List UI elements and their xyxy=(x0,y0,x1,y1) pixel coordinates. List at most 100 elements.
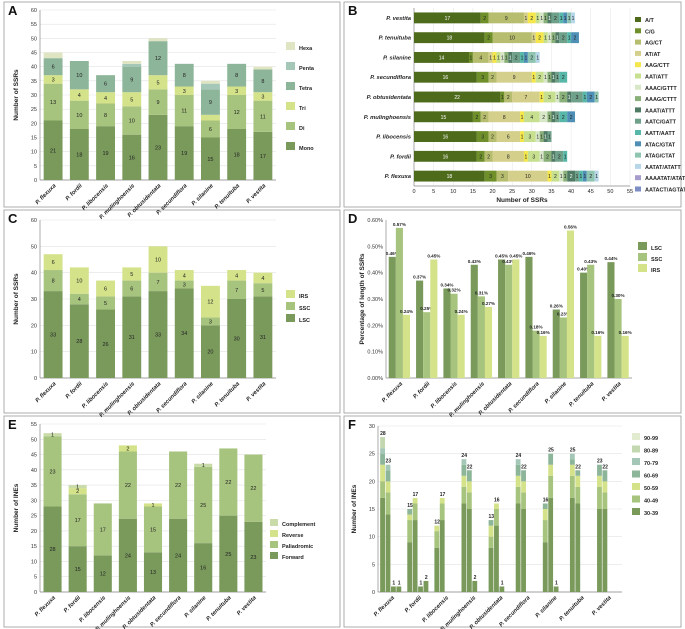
legend-label-A: Tetra xyxy=(299,86,313,92)
bar-segment-A xyxy=(96,103,115,127)
data-label-C: 31 xyxy=(260,335,266,341)
data-label-B: 1 xyxy=(532,75,535,81)
legend-swatch-B xyxy=(635,118,641,124)
bar-segment-F xyxy=(466,509,472,592)
bar-D xyxy=(621,335,629,378)
y-tick-label-D: 0.50% xyxy=(367,244,383,250)
bar-segment-C xyxy=(96,280,115,297)
bar-segment-A xyxy=(174,126,194,180)
bar-D xyxy=(539,335,547,378)
bar-segment-F xyxy=(602,481,608,493)
legend-label-F: 40-49 xyxy=(644,499,658,505)
data-label-B: 2 xyxy=(487,36,490,42)
bar-segment-B xyxy=(476,150,485,162)
data-label-F: 1 xyxy=(398,580,401,586)
bar-segment-E xyxy=(68,485,87,489)
bar-D xyxy=(423,312,431,378)
bar-segment-F xyxy=(515,503,521,592)
bar-segment-F xyxy=(597,486,602,509)
bar-segment-F xyxy=(597,464,602,476)
legend-label-C: LSC xyxy=(299,318,310,324)
bar-segment-F xyxy=(461,464,467,476)
bar-segment-B xyxy=(414,150,477,162)
bar-segment-A xyxy=(43,120,63,180)
bar-segment-E xyxy=(194,466,213,544)
bar-segment-B xyxy=(527,52,536,63)
data-label-C: 8 xyxy=(52,279,55,285)
legend-label-D: SSC xyxy=(651,257,662,263)
data-label-B: 1 xyxy=(564,154,567,160)
bar-D xyxy=(450,293,458,378)
legend-swatch-C xyxy=(286,314,295,322)
legend-label-A: Di xyxy=(299,126,305,132)
data-label-B: 2 xyxy=(589,95,592,101)
data-label-B: 1 xyxy=(525,154,528,160)
y-tick-label-C: 20 xyxy=(31,323,37,329)
y-tick-label-E: 50 xyxy=(31,437,37,443)
data-label-A: 16 xyxy=(129,155,135,161)
data-label-B: 2 xyxy=(538,36,541,42)
row-label-B: P. obtusidentata xyxy=(367,95,412,101)
data-label-D: 0.45% xyxy=(427,254,440,259)
data-label-E: 17 xyxy=(100,527,106,533)
bar-segment-B xyxy=(551,170,560,182)
bar-segment-F xyxy=(548,475,554,498)
bar-segment-A xyxy=(43,75,63,84)
data-label-F: 24 xyxy=(516,453,522,459)
data-label-B: 1 xyxy=(521,115,524,121)
bar-segment-F xyxy=(488,525,494,537)
data-label-A: 19 xyxy=(102,151,108,157)
bar-segment-A xyxy=(227,63,247,87)
y-tick-label-F: 5 xyxy=(372,562,375,568)
data-label-D: 0.27% xyxy=(482,301,495,306)
data-label-B: 1 xyxy=(568,95,571,101)
bar-segment-B xyxy=(582,170,587,182)
legend-swatch-F xyxy=(632,445,640,453)
legend-label-D: IRS xyxy=(651,268,661,274)
bar-segment-F xyxy=(575,486,581,504)
legend-label-A: Mono xyxy=(299,146,314,152)
bar-segment-B xyxy=(539,131,544,142)
bar-segment-C xyxy=(69,304,89,378)
bar-segment-C xyxy=(201,317,220,326)
bar-D xyxy=(470,264,478,378)
y-tick-label-C: 10 xyxy=(31,350,37,356)
legend-label-C: IRS xyxy=(299,294,309,300)
bar-segment-B xyxy=(414,52,469,63)
bar-segment-B xyxy=(539,91,544,103)
bar-segment-A xyxy=(253,92,273,101)
legend-swatch-C xyxy=(286,290,295,298)
data-label-F: 22 xyxy=(602,464,608,470)
bar-segment-B xyxy=(414,91,501,103)
data-label-B: 2 xyxy=(479,154,482,160)
bar-segment-A xyxy=(174,86,194,95)
bar-segment-F xyxy=(385,514,391,592)
data-label-E: 23 xyxy=(250,555,256,561)
legend-label-E: Complement xyxy=(282,522,315,528)
y-tick-label-C: 50 xyxy=(31,244,37,250)
legend-label-B: AATAT/ATATT xyxy=(645,165,681,171)
bar-segment-E xyxy=(43,506,62,592)
legend-label-B: AT/AT xyxy=(645,52,661,58)
bar-segment-E xyxy=(118,518,137,592)
bar-segment-F xyxy=(407,520,413,543)
bar-segment-E xyxy=(244,521,263,592)
bar-segment-F xyxy=(597,475,602,487)
bar-segment-B xyxy=(480,111,489,123)
bar-segment-B xyxy=(484,32,493,44)
data-label-B: 2 xyxy=(538,75,541,81)
bar-segment-A xyxy=(43,52,63,59)
bar-D xyxy=(505,264,513,378)
data-label-B: 3 xyxy=(532,154,535,160)
data-label-B: 1 xyxy=(540,154,543,160)
bar-segment-E xyxy=(118,445,137,452)
panel-letter-A: A xyxy=(8,3,18,18)
legend-label-A: Tri xyxy=(299,106,306,112)
legend-swatch-B xyxy=(635,73,641,79)
bar-segment-B xyxy=(567,32,572,44)
y-tick-label-E: 15 xyxy=(31,544,37,550)
bar-segment-F xyxy=(466,481,472,493)
bar-segment-F xyxy=(542,503,548,509)
bar-segment-E xyxy=(68,546,87,592)
bar-segment-F xyxy=(488,520,494,526)
